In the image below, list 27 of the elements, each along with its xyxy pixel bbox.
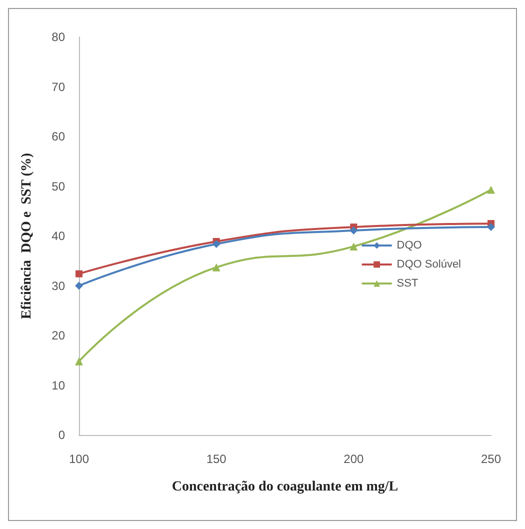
x-tick-label: 250 xyxy=(480,452,502,466)
x-tick-label: 150 xyxy=(206,452,227,466)
y-tick-label: 80 xyxy=(52,30,66,44)
y-tick-label: 30 xyxy=(52,278,66,293)
y-axis-title: Eficiência DQO e SST (%) xyxy=(20,152,34,320)
point xyxy=(487,186,495,194)
point xyxy=(75,357,83,366)
x-tick-label: 200 xyxy=(344,452,364,466)
y-tick-label: 0 xyxy=(58,428,66,442)
point xyxy=(487,223,495,232)
y-tick-label: 20 xyxy=(52,328,66,342)
point xyxy=(76,270,82,278)
y-tick-label: 10 xyxy=(52,378,66,392)
point xyxy=(212,263,220,272)
point xyxy=(212,240,220,248)
x-tick-label: 100 xyxy=(68,452,90,466)
point xyxy=(350,242,358,250)
point xyxy=(75,282,83,290)
y-tick-label: 40 xyxy=(52,229,66,243)
y-tick-label: 70 xyxy=(52,80,66,94)
legend-label: DQO Solúvel xyxy=(396,258,462,270)
x-axis-title: Concentração do coagulante em mg/L xyxy=(172,480,398,494)
y-tick-label: 50 xyxy=(52,179,66,194)
y-tick-label: 60 xyxy=(52,130,66,144)
legend-label: DQO xyxy=(396,240,422,252)
point xyxy=(350,226,358,235)
legend-label: SST xyxy=(396,278,418,290)
